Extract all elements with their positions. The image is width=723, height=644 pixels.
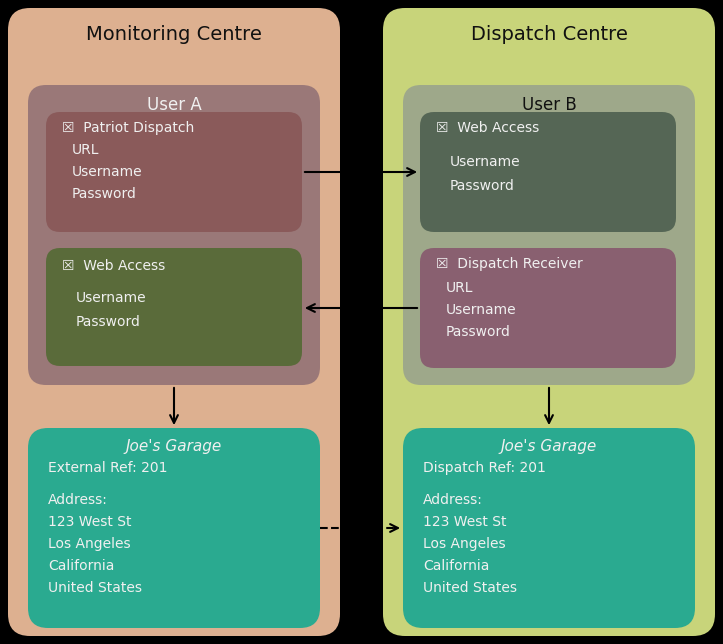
Text: User B: User B <box>521 96 576 114</box>
Text: ☒  Web Access: ☒ Web Access <box>436 121 539 135</box>
Text: Username: Username <box>76 291 147 305</box>
FancyBboxPatch shape <box>383 8 715 636</box>
Text: URL: URL <box>446 281 474 295</box>
FancyBboxPatch shape <box>403 428 695 628</box>
Text: Dispatch Centre: Dispatch Centre <box>471 24 628 44</box>
Text: ☒  Web Access: ☒ Web Access <box>62 259 166 273</box>
Text: Password: Password <box>72 187 137 201</box>
Text: 123 West St: 123 West St <box>48 515 132 529</box>
Text: Password: Password <box>446 325 511 339</box>
FancyBboxPatch shape <box>420 248 676 368</box>
Text: Address:: Address: <box>423 493 483 507</box>
Text: Monitoring Centre: Monitoring Centre <box>86 24 262 44</box>
FancyBboxPatch shape <box>28 428 320 628</box>
Text: Joe's Garage: Joe's Garage <box>126 439 222 453</box>
Text: Dispatch Ref: 201: Dispatch Ref: 201 <box>423 461 546 475</box>
Text: User A: User A <box>147 96 202 114</box>
FancyBboxPatch shape <box>46 112 302 232</box>
Text: United States: United States <box>48 581 142 595</box>
Text: External Ref: 201: External Ref: 201 <box>48 461 168 475</box>
Text: Los Angeles: Los Angeles <box>48 537 131 551</box>
Text: Password: Password <box>450 179 515 193</box>
Text: URL: URL <box>72 143 100 157</box>
FancyBboxPatch shape <box>403 85 695 385</box>
Text: Username: Username <box>450 155 521 169</box>
Text: 123 West St: 123 West St <box>423 515 507 529</box>
Text: Password: Password <box>76 315 141 329</box>
Text: California: California <box>48 559 114 573</box>
Text: Username: Username <box>72 165 142 179</box>
Text: ☒  Dispatch Receiver: ☒ Dispatch Receiver <box>436 257 583 271</box>
Text: California: California <box>423 559 489 573</box>
FancyBboxPatch shape <box>420 112 676 232</box>
Text: Los Angeles: Los Angeles <box>423 537 505 551</box>
Text: ☒  Patriot Dispatch: ☒ Patriot Dispatch <box>62 121 194 135</box>
FancyBboxPatch shape <box>8 8 340 636</box>
Text: Address:: Address: <box>48 493 108 507</box>
FancyBboxPatch shape <box>46 248 302 366</box>
FancyBboxPatch shape <box>28 85 320 385</box>
Text: United States: United States <box>423 581 517 595</box>
Text: Joe's Garage: Joe's Garage <box>501 439 597 453</box>
Text: Username: Username <box>446 303 517 317</box>
